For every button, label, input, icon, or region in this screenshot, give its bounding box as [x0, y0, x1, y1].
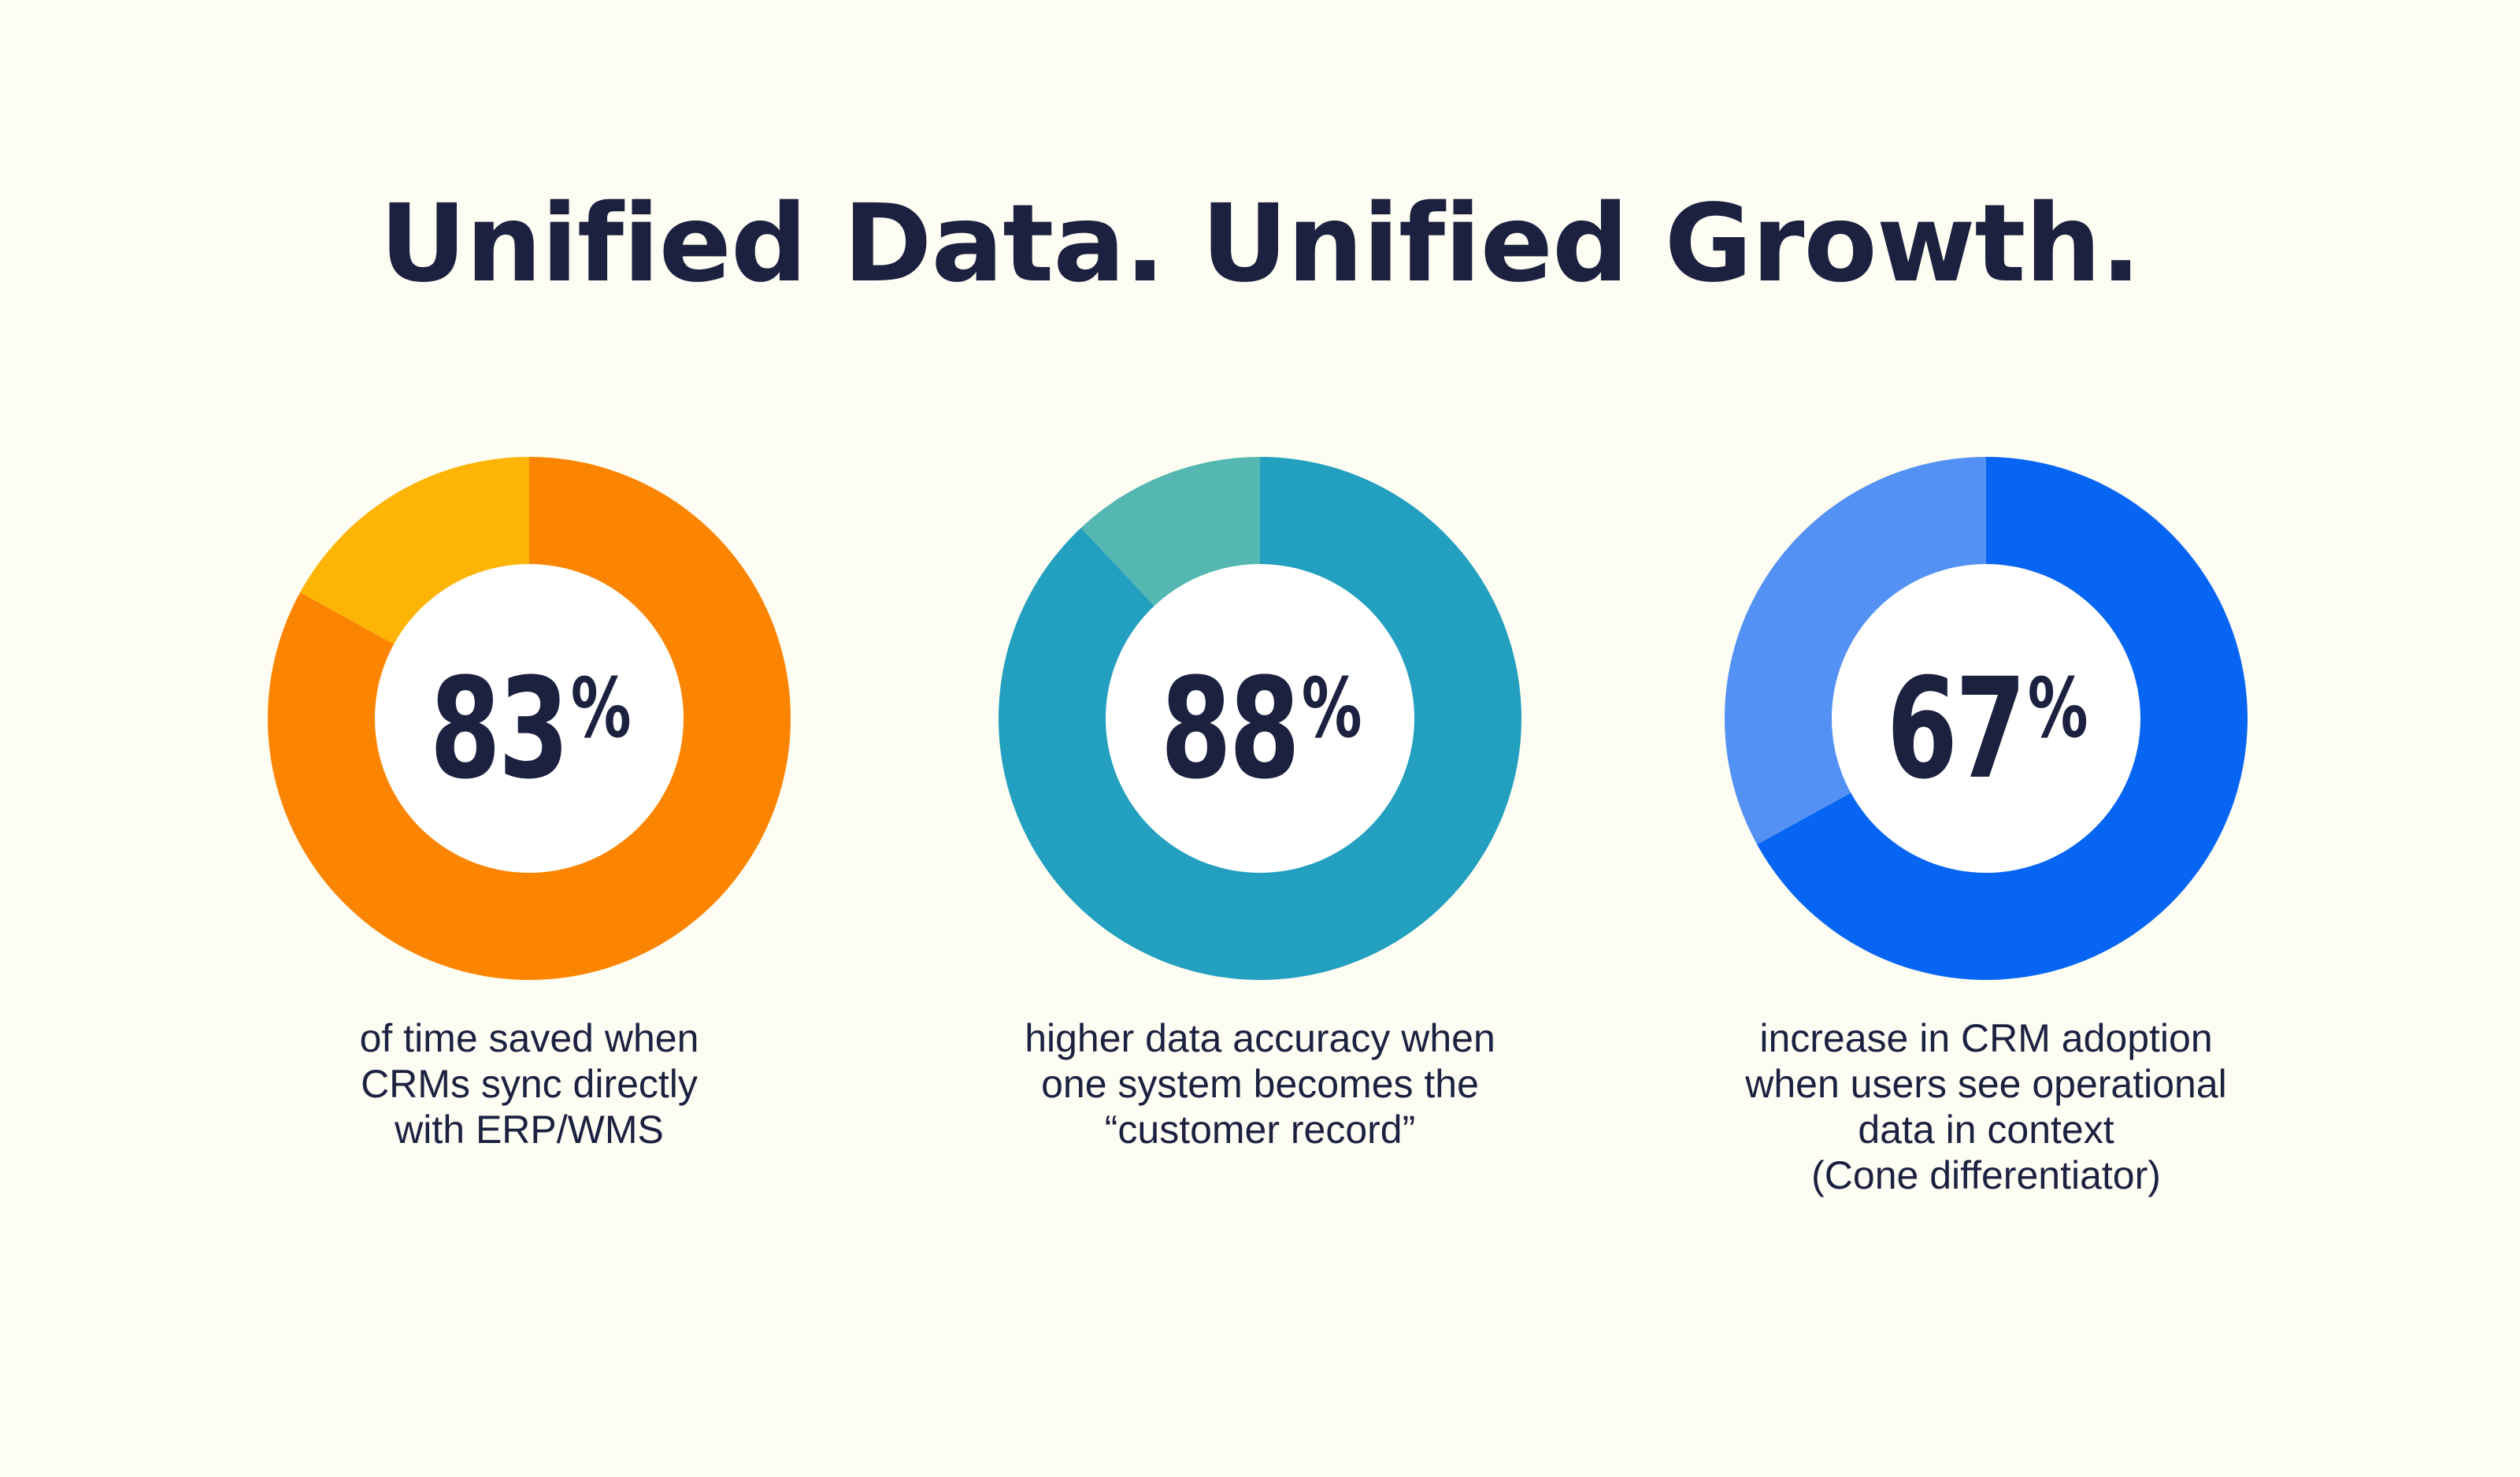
stat-number: 88: [1160, 648, 1300, 810]
donut-chart-svg: [998, 457, 1521, 980]
stat-number: 83: [429, 648, 569, 810]
stat-value: 88%: [1002, 453, 1518, 1004]
donut-chart-svg: [268, 457, 791, 980]
stat-card: 83% of time saved when CRMs sync directl…: [214, 453, 844, 1152]
stat-number: 67: [1886, 648, 2026, 810]
stat-caption: higher data accuracy when one system bec…: [1025, 1016, 1495, 1152]
page-title: Unified Data. Unified Growth.: [380, 182, 2141, 306]
stat-card: 88% higher data accuracy when one system…: [945, 453, 1575, 1152]
stat-percent-sign: %: [2027, 660, 2088, 756]
donut-chart: 88%: [945, 453, 1575, 1004]
donut-chart-svg: [1725, 457, 2248, 980]
stat-card: 67% increase in CRM adoption when users …: [1671, 453, 2301, 1198]
donut-chart: 67%: [1671, 453, 2301, 1004]
donut-hole: [1832, 564, 2140, 873]
stat-caption: increase in CRM adoption when users see …: [1745, 1016, 2227, 1197]
donut-hole: [1106, 564, 1414, 873]
stat-value: 67%: [1728, 453, 2244, 1004]
stat-caption: of time saved when CRMs sync directly wi…: [359, 1016, 699, 1152]
stat-percent-sign: %: [1301, 660, 1362, 756]
donut-chart: 83%: [214, 453, 844, 1004]
stat-percent-sign: %: [570, 660, 632, 756]
stat-value: 83%: [271, 453, 788, 1004]
donut-hole: [375, 564, 684, 873]
